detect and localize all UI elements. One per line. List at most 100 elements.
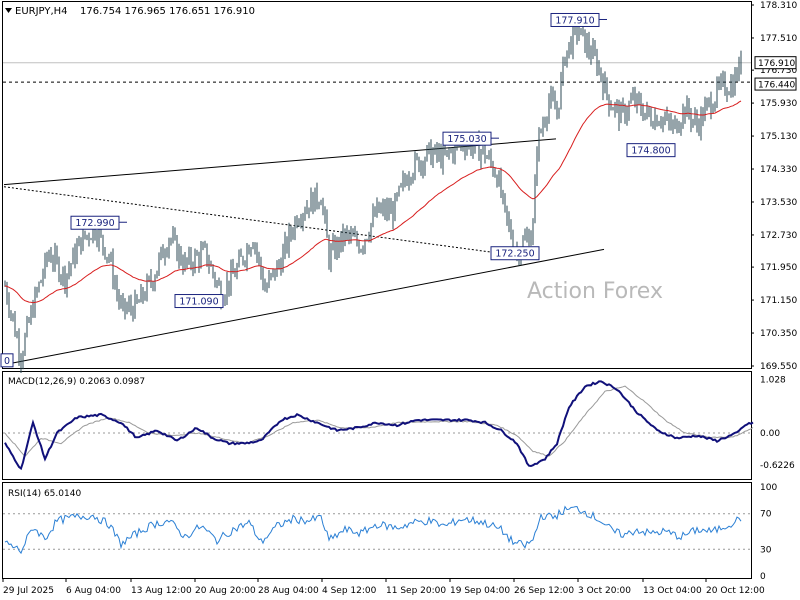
- candle-body: [448, 150, 450, 152]
- price-label-text: 175.030: [447, 134, 486, 145]
- candle-body: [186, 258, 188, 262]
- candle-body: [282, 250, 284, 272]
- candle-body: [484, 146, 486, 159]
- candle-body: [562, 58, 564, 78]
- candle-body: [138, 302, 140, 303]
- candle-body: [46, 255, 48, 260]
- price-label-text: 172.250: [495, 249, 534, 260]
- candle-body: [136, 295, 138, 303]
- candle-body: [392, 206, 394, 221]
- candle-body: [558, 107, 560, 114]
- candle-body: [508, 217, 510, 224]
- rsi-panel-frame: [2, 482, 752, 579]
- candle-body: [12, 313, 14, 318]
- lower-channel-trendline: [11, 248, 605, 364]
- time-tick-label: 6 Aug 04:00: [66, 586, 121, 596]
- candle-body: [576, 25, 578, 36]
- candle-body: [686, 101, 688, 117]
- candle-body: [592, 46, 594, 59]
- candle-body: [380, 208, 382, 212]
- candle-body: [30, 308, 32, 322]
- candle-body: [610, 108, 612, 110]
- candle-body: [118, 293, 120, 304]
- time-tick-label: 20 Aug 20:00: [195, 586, 256, 596]
- candle-body: [530, 236, 532, 245]
- time-tick-label: 4 Sep 12:00: [322, 586, 377, 596]
- candle-body: [708, 98, 710, 101]
- candle-body: [480, 151, 482, 161]
- candle-body: [258, 254, 260, 260]
- candle-body: [212, 265, 214, 275]
- candle-body: [98, 230, 100, 244]
- candle-body: [636, 95, 638, 105]
- candle-body: [386, 205, 388, 215]
- candle-body: [698, 125, 700, 133]
- candle-body: [368, 237, 370, 240]
- candle-body: [304, 213, 306, 216]
- candle-body: [394, 195, 396, 221]
- candle-body: [150, 277, 152, 283]
- candle-body: [584, 29, 586, 52]
- price-tick-label: 172.730: [760, 231, 797, 241]
- macd-signal-line: [4, 385, 754, 458]
- candle-body: [306, 207, 308, 214]
- candle-body: [24, 335, 26, 355]
- candle-body: [32, 308, 34, 316]
- macd-tick-label: 1.028: [760, 376, 786, 386]
- candle-body: [130, 302, 132, 310]
- price-label-box: [490, 246, 540, 261]
- candle-body: [670, 121, 672, 128]
- candle-body: [76, 245, 78, 263]
- candle-body: [376, 202, 378, 216]
- candle-body: [568, 42, 570, 51]
- price-label-text: 172.990: [75, 218, 114, 229]
- candle-body: [664, 118, 666, 120]
- time-tick-label: 20 Oct 12:00: [706, 586, 765, 596]
- candle-body: [582, 28, 584, 30]
- candle-body: [674, 119, 676, 125]
- candle-body: [726, 93, 728, 95]
- candle-body: [706, 100, 708, 105]
- candle-body: [122, 298, 124, 304]
- candle-body: [66, 274, 68, 289]
- candle-body: [240, 254, 242, 257]
- candle-body: [172, 234, 174, 240]
- candle-body: [478, 137, 480, 161]
- candle-body: [14, 317, 16, 336]
- price-label-box: [626, 143, 676, 158]
- candle-body: [198, 255, 200, 265]
- candle-body: [346, 230, 348, 233]
- candle-body: [52, 261, 54, 265]
- candle-body: [644, 112, 646, 119]
- candle-body: [50, 253, 52, 262]
- candle-body: [116, 283, 118, 294]
- candle-body: [646, 107, 648, 113]
- candle-body: [564, 58, 566, 65]
- rsi-tick-label: 70: [760, 510, 772, 520]
- candle-body: [60, 277, 62, 279]
- candle-body: [16, 335, 18, 337]
- candle-body: [90, 239, 92, 241]
- candle-body: [470, 141, 472, 153]
- candle-body: [180, 249, 182, 263]
- candle-body: [740, 58, 742, 71]
- candle-body: [168, 239, 170, 253]
- candle-body: [404, 177, 406, 182]
- time-tick-label: 13 Aug 12:00: [131, 586, 192, 596]
- candle-body: [334, 241, 336, 257]
- candle-body: [578, 34, 580, 36]
- candle-body: [354, 234, 356, 237]
- candle-body: [668, 115, 670, 122]
- price-label-text: 174.800: [631, 146, 670, 157]
- candle-body: [108, 257, 110, 259]
- candle-body: [362, 247, 364, 251]
- ohlc-readout: 176.754 176.965 176.651 176.910: [80, 6, 255, 17]
- last-price-tag-text: 176.910: [758, 59, 795, 69]
- candle-body: [560, 77, 562, 108]
- candle-body: [190, 252, 192, 266]
- collapse-triangle-icon[interactable]: [5, 8, 12, 13]
- candle-body: [662, 118, 664, 124]
- candle-body: [358, 243, 360, 252]
- candle-body: [194, 253, 196, 269]
- rsi-panel: RSI(14) 65.0140 100 70 30 0: [3, 483, 777, 582]
